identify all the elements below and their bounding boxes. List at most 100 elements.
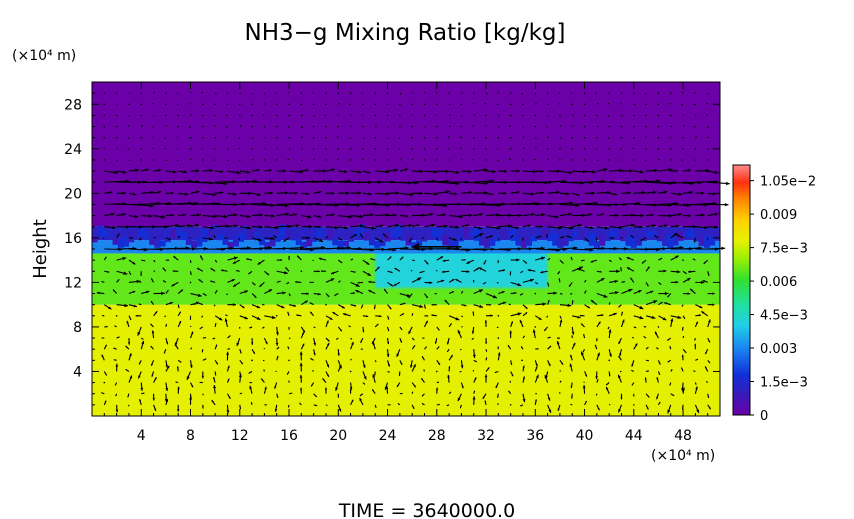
- wind-vector: [165, 191, 174, 195]
- wind-vector: [350, 337, 353, 340]
- wind-vector: [164, 393, 168, 402]
- wind-vector: [214, 103, 216, 106]
- wind-vector: [177, 289, 184, 294]
- wind-vector: [473, 280, 475, 283]
- wind-vector: [547, 215, 559, 219]
- wind-vector: [115, 92, 118, 94]
- wind-vector: [485, 159, 487, 161]
- field-cell: [300, 241, 307, 248]
- wind-vector: [288, 114, 290, 117]
- wind-vector: [559, 380, 562, 383]
- wind-vector: [101, 337, 105, 339]
- field-cell: [274, 235, 281, 242]
- wind-vector: [210, 280, 216, 283]
- wind-vector: [645, 300, 658, 306]
- wind-vector: [397, 402, 401, 406]
- x-tick-label: 24: [379, 428, 397, 444]
- wind-vector: [682, 169, 691, 172]
- y-tick-label: 16: [64, 231, 82, 247]
- wind-vector: [362, 103, 364, 106]
- wind-vector: [301, 292, 309, 296]
- field-cell: [159, 240, 166, 247]
- field-cell: [410, 242, 417, 248]
- wind-vector: [473, 390, 476, 394]
- wind-vector: [472, 369, 475, 372]
- wind-vector: [608, 302, 611, 305]
- wind-vector: [215, 191, 224, 195]
- wind-vector: [498, 301, 507, 306]
- wind-vector: [694, 382, 697, 385]
- wind-vector: [695, 225, 709, 230]
- wind-vector: [473, 289, 484, 295]
- wind-vector: [375, 192, 390, 196]
- wind-vector: [264, 169, 272, 172]
- wind-vector: [693, 237, 696, 243]
- wind-vector: [645, 266, 650, 272]
- wind-vector: [707, 136, 710, 139]
- wind-vector: [264, 315, 276, 320]
- wind-vector: [461, 315, 464, 318]
- wind-vector: [112, 289, 118, 294]
- wind-vector: [350, 214, 364, 219]
- wind-vector: [399, 312, 405, 317]
- wind-vector: [657, 326, 660, 328]
- wind-vector: [472, 136, 475, 139]
- wind-vector: [138, 303, 142, 306]
- wind-vector: [583, 333, 586, 339]
- wind-vector: [609, 237, 615, 239]
- wind-vector: [559, 159, 561, 161]
- wind-vector: [658, 257, 663, 261]
- wind-vector: [300, 103, 303, 106]
- field-cell: [573, 230, 580, 238]
- field-cell: [656, 229, 663, 242]
- wind-vector: [349, 148, 352, 150]
- wind-vector: [706, 159, 709, 161]
- wind-vector: [312, 91, 315, 94]
- field-cell: [630, 236, 637, 248]
- wind-vector: [645, 148, 647, 150]
- wind-vector: [246, 258, 253, 261]
- wind-vector: [201, 349, 204, 353]
- wind-vector: [412, 259, 415, 262]
- wind-vector: [584, 400, 588, 406]
- wind-vector: [226, 351, 230, 361]
- wind-vector: [547, 257, 551, 261]
- wind-vector: [571, 300, 574, 305]
- wind-vector: [165, 289, 169, 294]
- wind-vector: [596, 378, 599, 383]
- wind-vector: [510, 213, 523, 218]
- wind-vector: [176, 159, 179, 162]
- wind-vector: [173, 255, 179, 261]
- wind-vector: [190, 190, 200, 194]
- wind-vector: [583, 92, 586, 94]
- wind-vector: [658, 168, 673, 172]
- wind-vector: [669, 159, 672, 161]
- field-cell: [693, 232, 700, 242]
- wind-vector: [617, 404, 623, 413]
- wind-vector: [360, 337, 364, 344]
- wind-vector: [239, 359, 244, 365]
- wind-vector: [676, 234, 684, 239]
- wind-vector: [313, 292, 321, 296]
- wind-vector: [227, 213, 238, 217]
- wind-vector: [213, 304, 216, 307]
- field-cell: [285, 230, 292, 238]
- wind-vector: [103, 381, 106, 384]
- wind-vector: [460, 360, 464, 369]
- wind-vector: [497, 136, 500, 139]
- wind-vector: [284, 266, 290, 272]
- wind-vector: [446, 348, 450, 353]
- wind-vector: [375, 224, 384, 228]
- wind-vector: [140, 382, 144, 391]
- wind-vector: [116, 279, 120, 283]
- wind-vector: [313, 190, 322, 194]
- wind-vector: [375, 125, 377, 128]
- wind-vector: [535, 147, 537, 150]
- wind-vector: [704, 348, 709, 355]
- wind-vector: [359, 397, 364, 406]
- field-cell: [667, 234, 674, 248]
- wind-vector: [210, 267, 216, 272]
- wind-vector: [498, 169, 508, 173]
- wind-vector: [288, 380, 290, 383]
- wind-vector: [374, 92, 377, 94]
